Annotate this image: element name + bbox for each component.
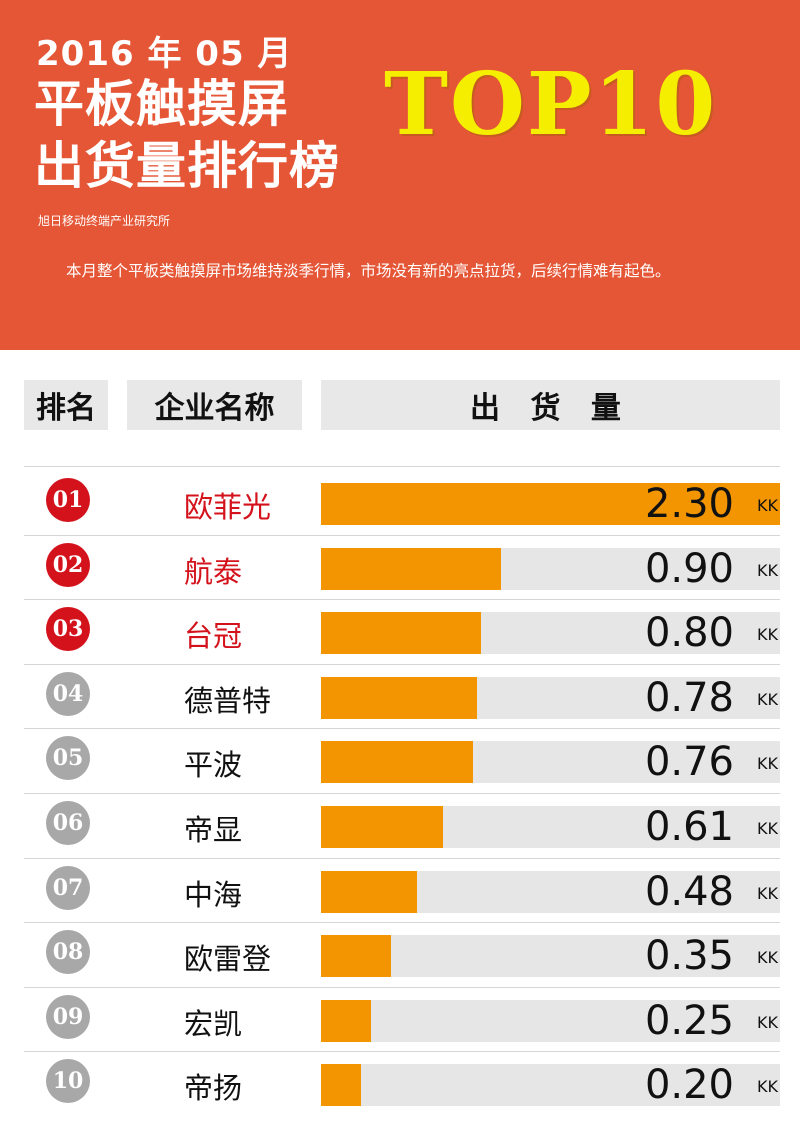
table-row: 01 欧菲光 2.30 KK bbox=[0, 474, 800, 538]
bar-track bbox=[321, 935, 780, 978]
row-divider bbox=[24, 534, 780, 536]
shipment-bar bbox=[321, 483, 780, 525]
company-name: 平波 bbox=[184, 748, 243, 783]
value-label: 0.48 bbox=[644, 868, 734, 915]
column-header-company: 企业名称 bbox=[127, 380, 302, 430]
header-banner: 2016 年 05 月 平板触摸屏 出货量排行榜 TOP10 旭日移动终端产业研… bbox=[0, 0, 800, 350]
rank-badge: 08 bbox=[46, 930, 90, 975]
value-label: 0.20 bbox=[644, 1062, 734, 1109]
company-name: 台冠 bbox=[184, 619, 243, 654]
unit-label: KK bbox=[757, 754, 778, 774]
table-row: 05 平波 0.76 KK bbox=[0, 732, 800, 796]
value-label: 2.30 bbox=[644, 481, 734, 527]
bar-track bbox=[321, 806, 780, 848]
title-line-2: 出货量排行榜 bbox=[34, 137, 340, 195]
table-row: 04 德普特 0.78 KK bbox=[0, 668, 800, 732]
table-row: 08 欧雷登 0.35 KK bbox=[0, 926, 800, 990]
shipment-bar bbox=[321, 612, 481, 655]
company-name: 欧雷登 bbox=[184, 942, 272, 977]
report-date: 2016 年 05 月 bbox=[36, 34, 293, 74]
rank-badge: 05 bbox=[46, 736, 90, 781]
row-divider bbox=[24, 663, 780, 665]
table-row: 07 中海 0.48 KK bbox=[0, 862, 800, 926]
bar-track bbox=[321, 999, 780, 1042]
bar-track bbox=[321, 1064, 780, 1107]
unit-label: KK bbox=[757, 1077, 778, 1097]
value-label: 0.35 bbox=[644, 933, 734, 980]
shipment-bar bbox=[321, 676, 477, 719]
row-divider bbox=[24, 922, 780, 924]
table-row: 06 帝显 0.61 KK bbox=[0, 797, 800, 861]
shipment-bar bbox=[321, 806, 443, 848]
title-line-1: 平板触摸屏 bbox=[34, 75, 289, 133]
value-label: 0.90 bbox=[644, 545, 734, 592]
rank-badge: 02 bbox=[46, 542, 90, 587]
column-header-shipment: 出 货 量 bbox=[321, 380, 780, 430]
shipment-bar bbox=[321, 870, 417, 913]
unit-label: KK bbox=[757, 560, 778, 580]
bar-track bbox=[321, 483, 780, 525]
company-name: 中海 bbox=[184, 877, 243, 912]
row-divider bbox=[24, 599, 780, 601]
bar-track bbox=[321, 676, 780, 719]
value-label: 0.61 bbox=[644, 804, 734, 850]
bar-track bbox=[321, 547, 780, 590]
company-name: 德普特 bbox=[184, 683, 272, 718]
table-row: 02 航泰 0.90 KK bbox=[0, 539, 800, 603]
row-divider bbox=[24, 728, 780, 730]
bar-track bbox=[321, 870, 780, 913]
value-label: 0.78 bbox=[644, 674, 734, 721]
value-label: 0.25 bbox=[644, 997, 734, 1044]
summary-text: 本月整个平板类触摸屏市场维持淡季行情，市场没有新的亮点拉货，后续行情难有起色。 bbox=[66, 262, 671, 280]
rank-badge: 10 bbox=[46, 1059, 90, 1104]
shipment-bar bbox=[321, 547, 501, 590]
row-divider bbox=[24, 1051, 780, 1053]
row-divider bbox=[24, 793, 780, 794]
company-name: 帝扬 bbox=[184, 1071, 243, 1106]
unit-label: KK bbox=[757, 1012, 778, 1032]
rank-badge: 04 bbox=[46, 671, 90, 716]
shipment-bar bbox=[321, 1064, 361, 1107]
shipment-bar bbox=[321, 999, 371, 1042]
unit-label: KK bbox=[757, 819, 778, 838]
shipment-bar bbox=[321, 741, 473, 784]
value-label: 0.80 bbox=[644, 610, 734, 657]
company-name: 宏凯 bbox=[184, 1006, 243, 1041]
source-label: 旭日移动终端产业研究所 bbox=[38, 214, 171, 228]
rank-badge: 07 bbox=[46, 865, 90, 910]
row-divider bbox=[24, 857, 780, 859]
unit-label: KK bbox=[757, 496, 778, 515]
value-label: 0.76 bbox=[644, 739, 734, 786]
company-name: 帝显 bbox=[184, 813, 243, 847]
unit-label: KK bbox=[757, 689, 778, 709]
rank-badge: 01 bbox=[46, 478, 90, 522]
rank-badge: 06 bbox=[46, 801, 90, 845]
top10-heading: TOP10 bbox=[384, 54, 718, 155]
bar-track bbox=[321, 741, 780, 784]
table-row: 10 帝扬 0.20 KK bbox=[0, 1055, 800, 1119]
company-name: 航泰 bbox=[184, 554, 243, 589]
column-header-rank: 排名 bbox=[24, 380, 108, 430]
table-row: 03 台冠 0.80 KK bbox=[0, 603, 800, 667]
unit-label: KK bbox=[757, 883, 778, 903]
row-divider bbox=[24, 466, 780, 467]
bar-track bbox=[321, 612, 780, 655]
table-row: 09 宏凯 0.25 KK bbox=[0, 991, 800, 1055]
unit-label: KK bbox=[757, 948, 778, 968]
shipment-bar bbox=[321, 935, 391, 978]
row-divider bbox=[24, 986, 780, 988]
unit-label: KK bbox=[757, 625, 778, 645]
company-name: 欧菲光 bbox=[184, 490, 272, 524]
rank-badge: 03 bbox=[46, 607, 90, 652]
rank-badge: 09 bbox=[46, 994, 90, 1039]
